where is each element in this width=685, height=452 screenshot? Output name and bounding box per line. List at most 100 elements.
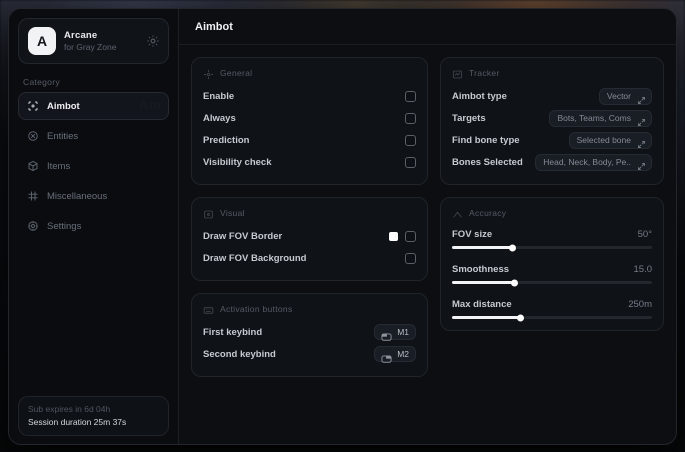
sub-expiry-text: Sub expires in 6d 04h — [28, 404, 111, 414]
crosshair-icon — [27, 100, 39, 112]
panel-title: Activation buttons — [220, 303, 293, 314]
keybind-button-first[interactable]: M1 — [374, 324, 416, 341]
slider-track[interactable] — [452, 279, 652, 286]
sidebar-item-entities[interactable]: Entities — [18, 122, 169, 150]
row-visibility-check[interactable]: Visibility check — [203, 151, 416, 173]
keyboard-icon — [203, 303, 214, 314]
slider-label: Max distance — [452, 299, 512, 310]
gear-icon[interactable] — [146, 34, 160, 48]
category-label: Category — [23, 77, 60, 87]
cheat-overlay-window: A Arcane for Gray Zone Category — [8, 8, 677, 445]
dropdown-find-bone-type[interactable]: Selected bone — [568, 131, 652, 149]
row-label: Draw FOV Background — [203, 252, 307, 264]
expand-icon — [637, 158, 646, 170]
panel-tracker: Tracker Aimbot type Vector — [440, 57, 664, 185]
profile-subtitle: for Gray Zone — [64, 42, 117, 52]
tracker-icon — [452, 67, 463, 79]
panel-title: Tracker — [469, 67, 500, 78]
dropdown-value: Vector — [606, 91, 631, 101]
panel-title: General — [220, 67, 253, 78]
dropdown-value: Selected bone — [576, 135, 631, 145]
panel-title: Accuracy — [469, 207, 507, 218]
dropdown-value: Bots, Teams, Coms — [557, 113, 631, 123]
main-header: Aimbot — [179, 9, 676, 45]
keybind-button-second[interactable]: M2 — [374, 346, 416, 363]
row-aimbot-type[interactable]: Aimbot type Vector — [452, 85, 652, 107]
slider-track[interactable] — [452, 244, 652, 251]
panel-accuracy: Accuracy FOV size 50° — [440, 197, 664, 331]
sidebar-item-label: Items — [47, 160, 71, 172]
slider-knob[interactable] — [508, 244, 516, 251]
session-duration-text: Session duration 25m 37s — [28, 417, 127, 427]
row-find-bone-type[interactable]: Find bone type Selected bone — [452, 129, 652, 151]
left-column: General Enable Always Prediction — [191, 57, 428, 377]
slider-track[interactable] — [452, 314, 652, 321]
panel-title: Visual — [220, 207, 245, 218]
row-label: Find bone type — [452, 134, 520, 146]
row-draw-fov-background[interactable]: Draw FOV Background — [203, 247, 416, 269]
box-icon — [27, 160, 39, 172]
profile-card[interactable]: A Arcane for Gray Zone — [18, 18, 169, 64]
dropdown-bones-selected[interactable]: Head, Neck, Body, Pe.. — [535, 153, 652, 171]
slider-knob[interactable] — [510, 279, 518, 286]
row-second-keybind[interactable]: Second keybind M2 — [203, 343, 416, 365]
mouse-left-icon — [381, 328, 392, 341]
slider-smoothness[interactable]: Smoothness 15.0 — [452, 260, 652, 286]
dropdown-targets[interactable]: Bots, Teams, Coms — [549, 109, 652, 127]
row-label: Visibility check — [203, 156, 272, 168]
row-label: Aimbot type — [452, 90, 507, 102]
slider-label: Smoothness — [452, 264, 510, 275]
checkbox-prediction[interactable] — [405, 134, 416, 146]
slider-fill — [452, 316, 520, 319]
row-bones-selected[interactable]: Bones Selected Head, Neck, Body, Pe.. — [452, 151, 652, 173]
slider-knob[interactable] — [516, 314, 524, 321]
checkbox-visibility-check[interactable] — [405, 156, 416, 168]
keybind-value: M1 — [397, 327, 409, 337]
main-area: Aimbot General — [179, 9, 676, 444]
row-label: First keybind — [203, 326, 263, 338]
panel-visual: Visual Draw FOV Border Draw FOV Backgrou… — [191, 197, 428, 281]
entities-icon — [27, 130, 39, 142]
checkbox-enable[interactable] — [405, 90, 416, 102]
row-targets[interactable]: Targets Bots, Teams, Coms — [452, 107, 652, 129]
row-first-keybind[interactable]: First keybind M1 — [203, 321, 416, 343]
row-prediction[interactable]: Prediction — [203, 129, 416, 151]
sidebar-item-miscellaneous[interactable]: Miscellaneous — [18, 182, 169, 210]
checkbox-draw-fov-border[interactable] — [405, 230, 416, 242]
sidebar-item-label: Entities — [47, 130, 79, 142]
dropdown-aimbot-type[interactable]: Vector — [598, 87, 652, 105]
sidebar-nav: Aimbot Am Entities — [18, 92, 169, 240]
right-column: Tracker Aimbot type Vector — [440, 57, 664, 331]
slider-fov-size[interactable]: FOV size 50° — [452, 225, 652, 251]
slider-max-distance[interactable]: Max distance 250m — [452, 295, 652, 321]
gear-icon — [27, 220, 39, 232]
image-icon — [203, 207, 214, 219]
row-enable[interactable]: Enable — [203, 85, 416, 107]
page-title: Aimbot — [195, 20, 233, 33]
expand-icon — [637, 114, 646, 126]
mouse-right-icon — [381, 350, 392, 363]
sidebar-item-items[interactable]: Items — [18, 152, 169, 180]
row-draw-fov-border[interactable]: Draw FOV Border — [203, 225, 416, 247]
sidebar: A Arcane for Gray Zone Category — [9, 9, 179, 444]
settings-content: General Enable Always Prediction — [179, 45, 676, 444]
profile-name: Arcane — [64, 30, 98, 41]
sidebar-item-settings[interactable]: Settings — [18, 212, 169, 240]
crosshair-icon — [203, 67, 214, 80]
avatar: A — [28, 27, 56, 55]
row-label: Second keybind — [203, 348, 276, 360]
checkbox-always[interactable] — [405, 112, 416, 124]
sidebar-item-label: Miscellaneous — [47, 190, 108, 202]
color-swatch-fov-border[interactable] — [389, 231, 398, 241]
sidebar-item-aimbot[interactable]: Aimbot Am — [18, 92, 169, 120]
subscription-footer: Sub expires in 6d 04h Session duration 2… — [18, 396, 169, 436]
expand-icon — [637, 92, 646, 104]
sidebar-item-label: Settings — [47, 220, 82, 232]
row-always[interactable]: Always — [203, 107, 416, 129]
slider-fill — [452, 281, 514, 284]
checkbox-draw-fov-background[interactable] — [405, 252, 416, 264]
panel-general: General Enable Always Prediction — [191, 57, 428, 185]
row-label: Targets — [452, 112, 486, 124]
slider-value: 50° — [637, 229, 652, 240]
keybind-value: M2 — [397, 349, 409, 359]
